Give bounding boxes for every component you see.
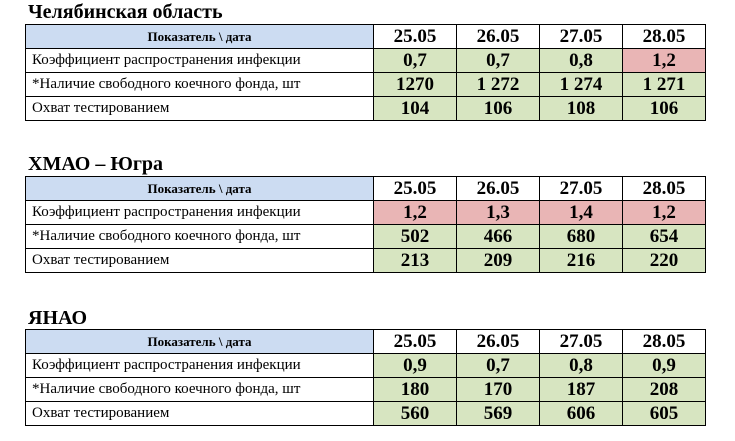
value-cell: 0,8	[539, 353, 623, 378]
value-cell: 1 271	[622, 72, 706, 97]
table-header-row: Показатель \ дата 25.05 26.05 27.05 28.0…	[25, 24, 706, 49]
table-row: Охват тестированием 213 209 216 220	[25, 248, 706, 273]
table-header-row: Показатель \ дата 25.05 26.05 27.05 28.0…	[25, 176, 706, 201]
value-cell: 654	[622, 224, 706, 249]
value-cell: 170	[456, 377, 540, 402]
row-label: Коэффициент распространения инфекции	[25, 200, 374, 225]
value-cell: 1,3	[456, 200, 540, 225]
value-cell: 1,2	[622, 200, 706, 225]
value-cell: 208	[622, 377, 706, 402]
row-label: *Наличие свободного коечного фонда, шт	[25, 377, 374, 402]
value-cell: 213	[373, 248, 457, 273]
row-label: Коэффициент распространения инфекции	[25, 48, 374, 73]
stats-table: Показатель \ дата 25.05 26.05 27.05 28.0…	[25, 329, 706, 426]
region-title: ЯНАО	[28, 307, 88, 329]
header-label: Показатель \ дата	[25, 24, 374, 49]
value-cell: 209	[456, 248, 540, 273]
value-cell: 1,2	[373, 200, 457, 225]
table-row: Коэффициент распространения инфекции 0,9…	[25, 353, 706, 378]
table-row: Охват тестированием 104 106 108 106	[25, 96, 706, 121]
date-header: 25.05	[373, 329, 457, 354]
date-header: 28.05	[622, 176, 706, 201]
value-cell: 0,7	[456, 353, 540, 378]
value-cell: 466	[456, 224, 540, 249]
value-cell: 216	[539, 248, 623, 273]
value-cell: 220	[622, 248, 706, 273]
date-header: 26.05	[456, 329, 540, 354]
row-label: Охват тестированием	[25, 96, 374, 121]
date-header: 26.05	[456, 24, 540, 49]
row-label: Охват тестированием	[25, 248, 374, 273]
value-cell: 104	[373, 96, 457, 121]
value-cell: 502	[373, 224, 457, 249]
table-header-row: Показатель \ дата 25.05 26.05 27.05 28.0…	[25, 329, 706, 354]
date-header: 28.05	[622, 329, 706, 354]
value-cell: 0,9	[622, 353, 706, 378]
value-cell: 106	[456, 96, 540, 121]
value-cell: 1,2	[622, 48, 706, 73]
value-cell: 605	[622, 401, 706, 426]
date-header: 28.05	[622, 24, 706, 49]
value-cell: 180	[373, 377, 457, 402]
value-cell: 1,4	[539, 200, 623, 225]
value-cell: 606	[539, 401, 623, 426]
value-cell: 106	[622, 96, 706, 121]
table-row: *Наличие свободного коечного фонда, шт 1…	[25, 72, 706, 97]
value-cell: 1 274	[539, 72, 623, 97]
value-cell: 560	[373, 401, 457, 426]
header-label: Показатель \ дата	[25, 176, 374, 201]
date-header: 26.05	[456, 176, 540, 201]
row-label: *Наличие свободного коечного фонда, шт	[25, 72, 374, 97]
row-label: Коэффициент распространения инфекции	[25, 353, 374, 378]
value-cell: 1270	[373, 72, 457, 97]
date-header: 27.05	[539, 329, 623, 354]
value-cell: 0,8	[539, 48, 623, 73]
date-header: 27.05	[539, 24, 623, 49]
row-label: Охват тестированием	[25, 401, 374, 426]
table-row: Коэффициент распространения инфекции 0,7…	[25, 48, 706, 73]
stats-table: Показатель \ дата 25.05 26.05 27.05 28.0…	[25, 176, 706, 273]
region-title: ХМАО – Югра	[28, 153, 164, 175]
row-label: *Наличие свободного коечного фонда, шт	[25, 224, 374, 249]
region-title: Челябинская область	[28, 1, 223, 23]
value-cell: 0,7	[456, 48, 540, 73]
value-cell: 1 272	[456, 72, 540, 97]
stats-table: Показатель \ дата 25.05 26.05 27.05 28.0…	[25, 24, 706, 121]
date-header: 25.05	[373, 24, 457, 49]
table-row: Охват тестированием 560 569 606 605	[25, 401, 706, 426]
date-header: 25.05	[373, 176, 457, 201]
table-row: Коэффициент распространения инфекции 1,2…	[25, 200, 706, 225]
table-row: *Наличие свободного коечного фонда, шт 5…	[25, 224, 706, 249]
value-cell: 569	[456, 401, 540, 426]
value-cell: 108	[539, 96, 623, 121]
table-row: *Наличие свободного коечного фонда, шт 1…	[25, 377, 706, 402]
value-cell: 0,7	[373, 48, 457, 73]
value-cell: 0,9	[373, 353, 457, 378]
value-cell: 680	[539, 224, 623, 249]
header-label: Показатель \ дата	[25, 329, 374, 354]
value-cell: 187	[539, 377, 623, 402]
date-header: 27.05	[539, 176, 623, 201]
